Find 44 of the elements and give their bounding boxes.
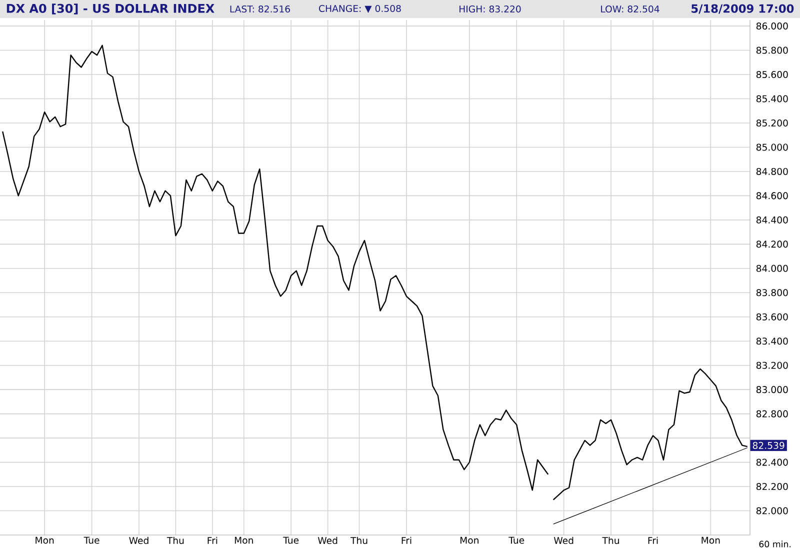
text: LAST: 82.516: [230, 5, 290, 13]
y-tick-label: 82.000: [756, 507, 788, 514]
x-tick-label: Thu: [166, 536, 184, 544]
x-tick-label: Fri: [402, 536, 412, 544]
x-tick-label: Fri: [648, 536, 658, 544]
y-tick-label: 83.800: [756, 289, 788, 296]
x-tick-label: Thu: [350, 536, 368, 544]
x-tick-label: Thu: [602, 536, 619, 544]
y-tick-label: 83.000: [756, 386, 788, 394]
chart-title: DX A0 [30] - US DOLLAR INDEX: [6, 4, 214, 14]
y-tick-label: 82.800: [756, 410, 788, 418]
y-tick-label: 86.000: [756, 22, 788, 30]
y-tick-label: 84.200: [756, 240, 788, 248]
annotation: 82.539: [752, 442, 784, 449]
y-tick-label: 84.400: [756, 216, 788, 224]
text: 60 min.: [759, 540, 791, 548]
y-tick-label: 83.400: [756, 338, 788, 345]
x-tick-label: Wed: [318, 536, 338, 544]
x-tick-label: Mon: [234, 536, 253, 544]
text: 5/18/2009 17:00: [692, 4, 794, 14]
text: LOW: 82.504: [601, 5, 660, 13]
y-tick-label: 83.600: [756, 313, 788, 320]
x-tick-label: Mon: [36, 536, 54, 544]
x-tick-label: Tue: [283, 536, 299, 544]
x-tick-label: Tue: [84, 536, 100, 544]
y-tick-label: 84.600: [756, 192, 788, 200]
x-tick-label: Tue: [508, 536, 524, 544]
x-tick-label: Wed: [129, 536, 148, 544]
y-tick-label: 84.800: [756, 168, 788, 175]
x-tick-label: Mon: [702, 536, 720, 544]
y-tick-label: 85.400: [756, 95, 788, 102]
x-tick-label: Fri: [208, 536, 218, 544]
text: HIGH: 83.220: [460, 5, 521, 13]
y-tick-label: 85.800: [756, 46, 788, 54]
x-tick-label: Mon: [460, 536, 478, 544]
y-tick-label: 85.000: [756, 144, 788, 151]
y-tick-label: 84.000: [756, 264, 788, 272]
y-tick-label: 83.200: [756, 362, 788, 369]
x-tick-label: Wed: [554, 536, 574, 544]
y-tick-label: 82.400: [756, 458, 788, 466]
y-tick-label: 82.200: [756, 483, 788, 490]
y-tick-label: 85.200: [756, 119, 788, 127]
text: CHANGE: ▼ 0.508: [319, 4, 401, 14]
y-tick-label: 85.600: [756, 71, 788, 78]
